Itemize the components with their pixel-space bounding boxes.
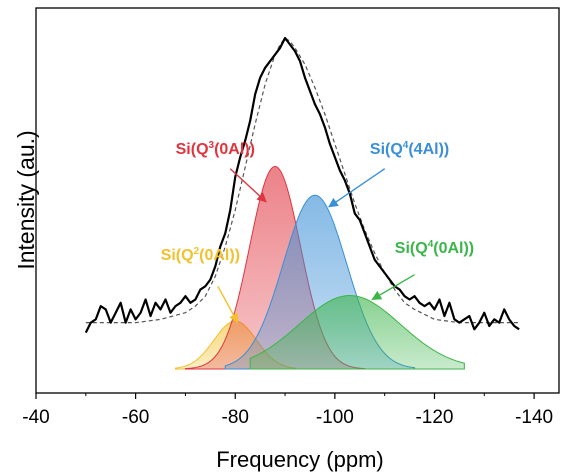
x-axis-label: Frequency (ppm) — [216, 447, 384, 472]
deconvolution-components — [174, 165, 465, 370]
annotations-group: Si(Q2(0Al)) Si(Q3(0Al)) Si(Q4(4Al)) Si(Q4(0… — [161, 140, 474, 324]
fit-curve-group — [85, 37, 520, 324]
y-axis-label: Intensity (au.) — [13, 130, 39, 269]
x-tick-label: -100 — [316, 407, 354, 428]
experimental-curve-group — [84, 36, 520, 334]
annotation-arrow-3 — [328, 168, 386, 208]
annotation-arrow-1 — [217, 285, 239, 324]
annotation-arrow-2 — [229, 168, 267, 203]
x-tick-label: -60 — [122, 407, 149, 428]
x-tick-label: -140 — [515, 407, 553, 428]
x-ticks-group: -40 -60 -80 -100 -120 -140 — [22, 393, 553, 428]
component-peak-4 — [249, 295, 465, 370]
annotation-label-3: Si(Q4(4Al)) — [370, 140, 449, 158]
x-tick-label: -80 — [222, 407, 249, 428]
annotation-label-4: Si(Q4(0Al)) — [395, 239, 474, 257]
plot-frame — [35, 7, 560, 394]
axes-group — [35, 7, 560, 394]
x-tick-label: -120 — [415, 407, 453, 428]
x-tick-label: -40 — [22, 407, 49, 428]
annotation-label-2: Si(Q3(0Al)) — [176, 140, 255, 158]
fit-curve — [85, 37, 520, 324]
experimental-curve — [84, 36, 520, 334]
annotation-label-1: Si(Q2(0Al)) — [161, 246, 240, 264]
annotation-arrow-4 — [371, 274, 415, 301]
